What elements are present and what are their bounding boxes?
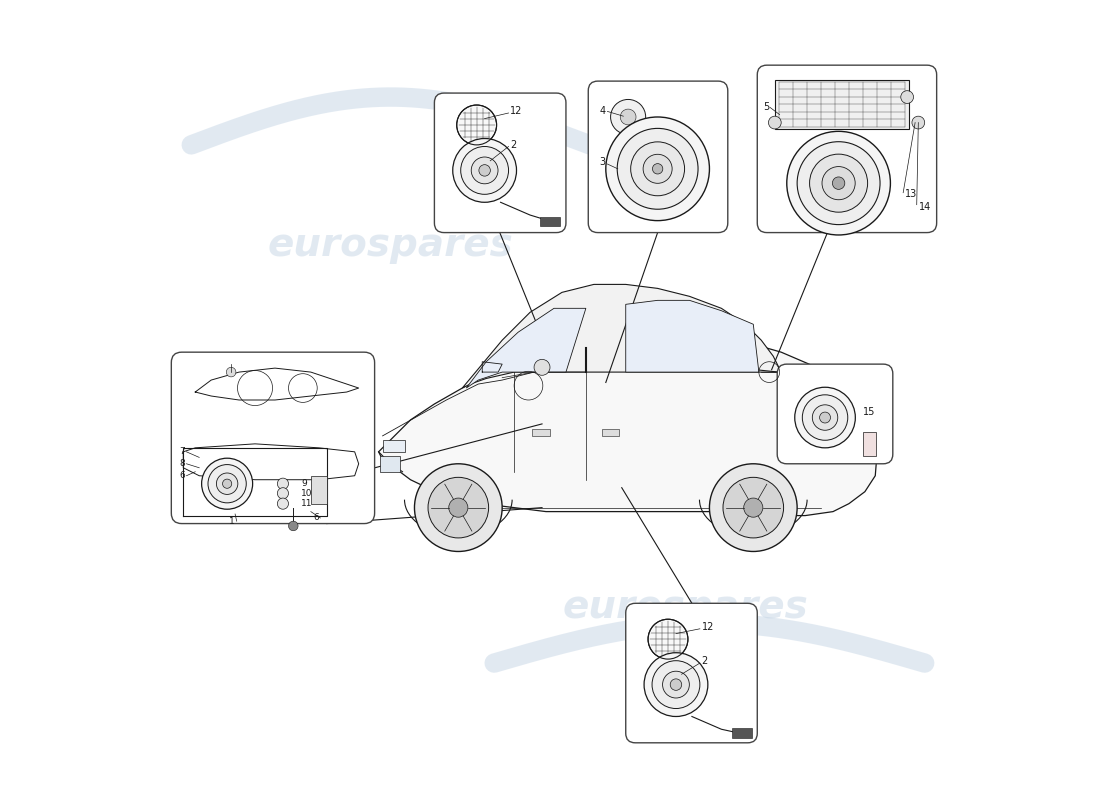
Bar	[774, 79, 909, 129]
Circle shape	[652, 661, 700, 709]
Text: 12: 12	[510, 106, 522, 117]
Circle shape	[820, 412, 830, 423]
Circle shape	[662, 671, 690, 698]
Circle shape	[794, 387, 856, 448]
Circle shape	[802, 395, 848, 440]
Text: eurospares: eurospares	[563, 588, 808, 626]
Bar	[540, 217, 560, 226]
Circle shape	[217, 473, 238, 494]
Polygon shape	[626, 300, 759, 372]
FancyBboxPatch shape	[588, 81, 728, 233]
Circle shape	[810, 154, 868, 212]
Text: 14: 14	[920, 202, 932, 212]
Text: eurospares: eurospares	[267, 226, 514, 263]
Circle shape	[744, 498, 763, 517]
Text: 8: 8	[179, 459, 185, 468]
Circle shape	[453, 138, 517, 202]
Text: 5: 5	[763, 102, 769, 112]
Polygon shape	[378, 336, 877, 515]
Bar	[532, 430, 550, 436]
Text: 11: 11	[301, 499, 312, 508]
Text: 6: 6	[314, 514, 319, 522]
FancyBboxPatch shape	[172, 352, 375, 523]
Circle shape	[710, 464, 798, 551]
FancyBboxPatch shape	[778, 364, 893, 464]
Circle shape	[449, 498, 468, 517]
Circle shape	[645, 653, 708, 717]
Circle shape	[912, 116, 925, 129]
Polygon shape	[462, 285, 781, 388]
Circle shape	[833, 177, 845, 190]
FancyBboxPatch shape	[757, 65, 937, 233]
Circle shape	[652, 164, 663, 174]
Circle shape	[277, 498, 288, 510]
Circle shape	[222, 479, 232, 488]
Text: 1: 1	[229, 517, 235, 526]
Bar	[311, 476, 327, 504]
Circle shape	[630, 142, 684, 196]
Bar	[381, 456, 400, 472]
Polygon shape	[466, 308, 586, 388]
Bar	[732, 729, 751, 738]
Circle shape	[798, 142, 880, 225]
Circle shape	[606, 117, 710, 221]
Circle shape	[415, 464, 503, 551]
Text: 6: 6	[179, 471, 185, 480]
Circle shape	[617, 128, 698, 210]
Circle shape	[648, 619, 688, 659]
Circle shape	[620, 109, 636, 125]
Circle shape	[201, 458, 253, 510]
Circle shape	[769, 116, 781, 129]
Circle shape	[822, 166, 855, 200]
Circle shape	[610, 99, 646, 134]
Circle shape	[644, 154, 672, 183]
Circle shape	[277, 478, 288, 490]
Circle shape	[812, 405, 838, 430]
Text: 9: 9	[301, 479, 307, 488]
Text: 2: 2	[702, 657, 707, 666]
Text: 7: 7	[179, 447, 185, 456]
Text: 4: 4	[600, 106, 606, 117]
Circle shape	[428, 478, 488, 538]
Bar	[383, 440, 405, 452]
Circle shape	[786, 131, 890, 235]
FancyBboxPatch shape	[626, 603, 757, 743]
Circle shape	[456, 105, 496, 145]
Circle shape	[670, 679, 682, 690]
Bar	[864, 432, 876, 456]
Circle shape	[288, 521, 298, 530]
Circle shape	[461, 146, 508, 194]
Circle shape	[478, 165, 491, 176]
Text: 3: 3	[600, 158, 606, 167]
Text: 12: 12	[702, 622, 714, 632]
Circle shape	[535, 359, 550, 375]
Circle shape	[471, 157, 498, 184]
Text: 2: 2	[510, 140, 516, 150]
Bar	[602, 430, 619, 436]
Circle shape	[208, 465, 246, 503]
FancyBboxPatch shape	[434, 93, 565, 233]
Text: 10: 10	[301, 489, 312, 498]
Circle shape	[723, 478, 783, 538]
Text: 13: 13	[905, 190, 917, 199]
Circle shape	[227, 367, 235, 377]
Circle shape	[277, 488, 288, 499]
Circle shape	[901, 90, 913, 103]
Text: 15: 15	[862, 407, 874, 417]
